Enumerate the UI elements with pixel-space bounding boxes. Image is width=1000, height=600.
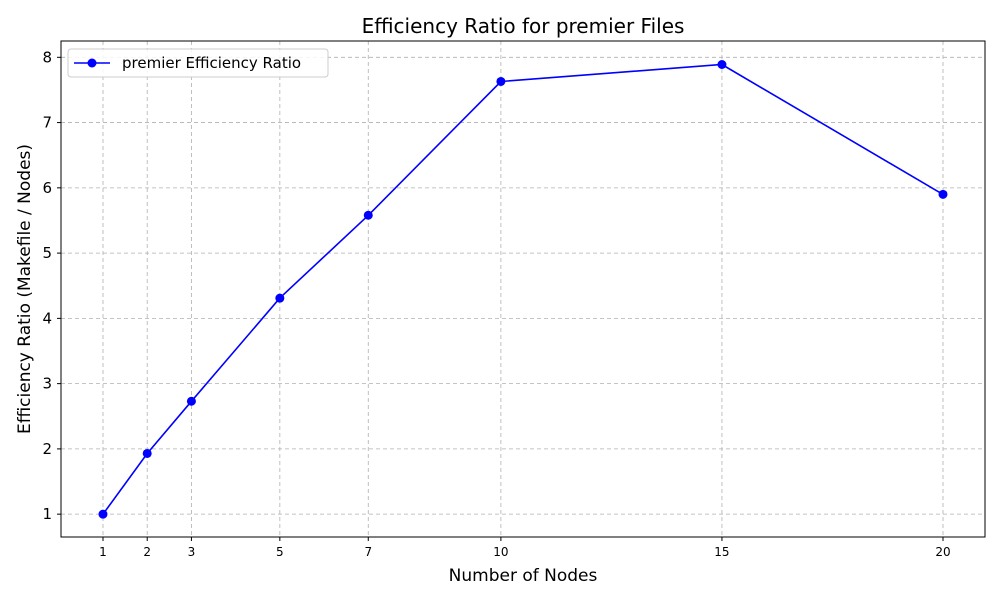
- y-tick-label: 1: [42, 505, 52, 523]
- data-point: [363, 210, 373, 220]
- chart-title: Efficiency Ratio for premier Files: [362, 14, 685, 38]
- legend: premier Efficiency Ratio: [67, 48, 329, 78]
- y-tick-label: 3: [42, 375, 52, 393]
- x-axis: 1 2 3 5 7 10 15 20: [99, 537, 951, 559]
- legend-box: [67, 48, 329, 78]
- x-tick-label: 1: [99, 545, 107, 559]
- x-tick-label: 7: [364, 545, 372, 559]
- data-point: [717, 59, 727, 69]
- y-tick-label: 5: [42, 244, 52, 262]
- data-point: [938, 189, 948, 199]
- x-tick-label: 3: [188, 545, 196, 559]
- data-point: [186, 396, 196, 406]
- y-tick-label: 8: [42, 48, 52, 66]
- x-axis-label: Number of Nodes: [449, 566, 598, 586]
- y-axis: 1 2 3 4 5 6 7 8: [42, 48, 61, 523]
- legend-marker-swatch: [87, 58, 97, 68]
- data-point: [496, 76, 506, 86]
- plot-frame: [60, 40, 986, 538]
- data-point: [142, 448, 152, 458]
- series-layer: [98, 59, 948, 519]
- data-point: [98, 509, 108, 519]
- x-tick-label: 15: [714, 545, 729, 559]
- x-tick-label: 20: [935, 545, 950, 559]
- y-tick-label: 2: [42, 440, 52, 458]
- y-tick-label: 7: [42, 114, 52, 132]
- data-point: [275, 293, 285, 303]
- legend-label: premier Efficiency Ratio: [122, 54, 301, 72]
- y-tick-label: 4: [42, 309, 52, 327]
- y-axis-label: Efficiency Ratio (Makefile / Nodes): [15, 144, 35, 434]
- y-tick-label: 6: [42, 179, 52, 197]
- series-line: [102, 63, 944, 515]
- grid: [61, 41, 985, 537]
- x-tick-label: 10: [493, 545, 508, 559]
- x-tick-label: 5: [276, 545, 284, 559]
- x-tick-label: 2: [143, 545, 151, 559]
